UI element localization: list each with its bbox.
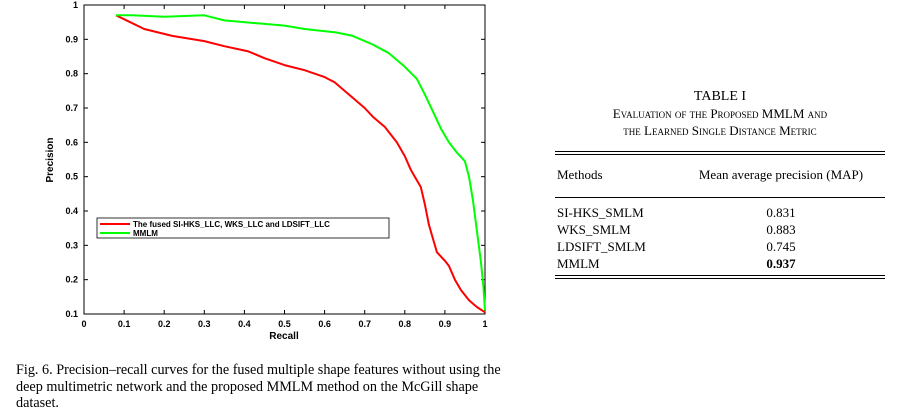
y-tick-label: 0.6: [65, 137, 78, 147]
x-axis-title: Recall: [269, 331, 299, 342]
pr-curve-figure: 0 0.1 0.2 0.3 0.4 0.5 0.6 0.7 0.8 0.9 10.10.20.30.…: [45, 0, 488, 342]
series-line-fused: [115, 14, 486, 314]
x-tick-label: 0.9: [439, 319, 452, 329]
table-rule-bottom: [555, 275, 885, 279]
map-cell: 0.745: [766, 239, 796, 254]
series-line-mmlm: [116, 14, 486, 311]
table-header-row: Methods Mean average precision (MAP): [555, 167, 885, 185]
table-subtitle-line-2: the Learned Single Distance Metric: [623, 123, 817, 138]
table-body: SI-HKS_SMLM 0.831 WKS_SMLM 0.883 LDSIFT_…: [555, 204, 885, 272]
x-tick-label: 0.2: [158, 319, 171, 329]
legend: The fused SI-HKS_LLC, WKS_LLC and LDSIFT…: [96, 217, 390, 239]
map-cell-best: 0.937: [766, 256, 796, 271]
header-map: Mean average precision (MAP): [698, 167, 864, 182]
y-tick-label: 0.7: [65, 103, 78, 113]
table-rule-top: [555, 151, 885, 155]
x-tick-label: 0.8: [399, 319, 412, 329]
x-tick-label: 0.4: [238, 319, 251, 329]
legend-label-mmlm: MMLM: [133, 229, 158, 238]
table-1: TABLE I Evaluation of the Proposed MMLM …: [555, 88, 885, 279]
y-tick-label: 0.3: [65, 240, 78, 250]
y-tick-label: 0.8: [65, 69, 78, 79]
x-tick-label: 0: [81, 319, 86, 329]
x-tick-label: 0.5: [278, 319, 291, 329]
x-tick-label: 0.3: [198, 319, 211, 329]
curves: [115, 14, 486, 314]
method-cell: MMLM: [557, 256, 600, 271]
axis-ticks: 0 0.1 0.2 0.3 0.4 0.5 0.6 0.7 0.8 0.9 10.10.20.30.…: [65, 0, 487, 329]
table-row: WKS_SMLM 0.883: [555, 221, 885, 238]
figure-caption: Fig. 6. Precision–recall curves for the …: [16, 362, 501, 411]
header-methods: Methods: [557, 167, 603, 182]
method-cell: LDSIFT_SMLM: [557, 239, 646, 254]
y-tick-label: 0.9: [65, 34, 78, 44]
method-cell: WKS_SMLM: [557, 222, 631, 237]
y-tick-label: 0.2: [65, 275, 78, 285]
y-axis-title: Precision: [45, 137, 56, 182]
y-tick-label: 1: [73, 0, 78, 10]
x-tick-label: 0.1: [118, 319, 131, 329]
plot-frame: [83, 4, 486, 315]
map-cell: 0.883: [766, 222, 796, 237]
y-tick-label: 0.4: [65, 206, 78, 216]
table-row: LDSIFT_SMLM 0.745: [555, 238, 885, 255]
x-tick-label: 0.7: [358, 319, 371, 329]
legend-box: [96, 217, 390, 239]
method-cell: SI-HKS_SMLM: [557, 205, 644, 220]
map-cell: 0.831: [766, 205, 796, 220]
table-row: SI-HKS_SMLM 0.831: [555, 204, 885, 221]
y-tick-label: 0.5: [65, 172, 78, 182]
legend-label-fused: The fused SI-HKS_LLC, WKS_LLC and LDSIFT…: [133, 220, 330, 229]
x-tick-label: 1: [482, 319, 487, 329]
table-row: MMLM 0.937: [555, 255, 885, 272]
table-rule-mid: [555, 197, 885, 198]
x-tick-label: 0.6: [318, 319, 331, 329]
table-subtitle-line-1: Evaluation of the Proposed MMLM and: [612, 106, 828, 121]
table-title: TABLE I: [693, 89, 747, 104]
y-tick-label: 0.1: [65, 309, 78, 319]
